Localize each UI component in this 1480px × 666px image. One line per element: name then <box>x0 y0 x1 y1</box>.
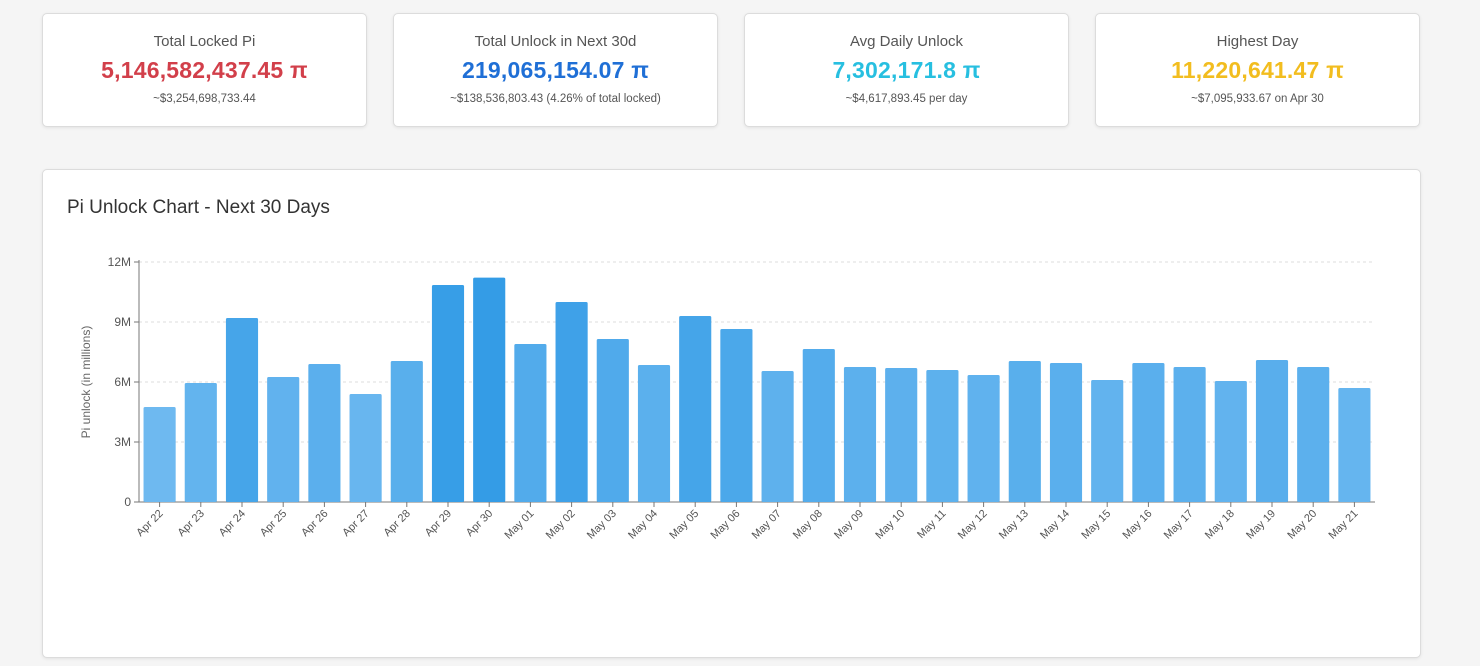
y-axis-label: Pi unlock (in millions) <box>79 326 93 439</box>
stat-label: Avg Daily Unlock <box>849 33 964 50</box>
unlock-bar-chart: 0 3M 6M 9M 12M Pi unlock (in millions) Apr 22 A… <box>79 255 1375 542</box>
bar <box>637 365 671 502</box>
x-tick-label: Apr 22 <box>134 508 165 539</box>
x-tick-label: May 11 <box>915 508 948 541</box>
stat-card-avg-daily-unlock: Avg Daily Unlock 7,302,171.8 π ~$4,617,8… <box>744 13 1069 127</box>
x-tick-label: May 13 <box>997 508 1031 542</box>
x-tick-label: May 14 <box>1038 508 1072 542</box>
bar <box>761 371 794 502</box>
bar <box>720 329 753 502</box>
x-tick-label: May 17 <box>1162 508 1196 542</box>
x-tick-label: May 02 <box>544 508 578 542</box>
bar <box>967 375 1000 502</box>
x-tick-label: May 05 <box>667 508 701 542</box>
bar <box>225 318 259 502</box>
bar <box>1132 363 1165 502</box>
stat-card-total-locked: Total Locked Pi 5,146,582,437.45 π ~$3,2… <box>42 13 367 127</box>
bar <box>1173 367 1206 502</box>
bar <box>349 394 382 502</box>
stat-value: 5,146,582,437.45 π <box>101 57 308 83</box>
stat-value: 11,220,641.47 π <box>1171 57 1344 83</box>
y-tick-label: 6M <box>114 375 131 389</box>
bar <box>1008 361 1041 502</box>
bar <box>143 407 176 502</box>
bar <box>473 277 506 502</box>
stat-subtext: ~$4,617,893.45 per day <box>845 93 968 105</box>
x-tick-label: Apr 24 <box>217 508 248 539</box>
y-tick-label: 0 <box>124 495 131 509</box>
bar <box>843 367 877 502</box>
x-tick-label: May 04 <box>626 508 660 542</box>
stat-label: Highest Day <box>1216 33 1299 50</box>
x-tick-label: Apr 28 <box>382 508 413 539</box>
unlock-chart-panel: Pi Unlock Chart - Next 30 Days 0 3M 6M 9M 12… <box>42 169 1421 658</box>
x-tick-label: May 16 <box>1121 508 1155 542</box>
bar <box>184 383 217 502</box>
x-tick-label: May 09 <box>832 508 866 542</box>
bar <box>1214 381 1247 502</box>
x-tick-label: May 15 <box>1079 508 1113 542</box>
stat-value: 7,302,171.8 π <box>832 57 981 83</box>
stat-subtext: ~$7,095,933.67 on Apr 30 <box>1191 93 1324 105</box>
bar <box>514 344 547 502</box>
x-tick-label: Apr 26 <box>299 508 330 539</box>
x-tick-label: Apr 29 <box>423 508 454 539</box>
bar <box>1338 388 1371 502</box>
stat-subtext: ~$3,254,698,733.44 <box>153 93 256 105</box>
bar <box>555 302 588 502</box>
bar <box>596 339 629 502</box>
x-tick-label: May 10 <box>873 508 907 542</box>
x-tick-label: Apr 27 <box>340 508 371 539</box>
x-tick-label: May 01 <box>503 508 537 542</box>
x-tick-label: May 03 <box>585 508 619 542</box>
y-tick-label: 12M <box>108 255 131 269</box>
x-tick-label: May 08 <box>791 508 825 542</box>
x-tick-label: Apr 25 <box>258 508 289 539</box>
bar <box>1297 367 1330 502</box>
stat-subtext: ~$138,536,803.43 (4.26% of total locked) <box>450 93 661 105</box>
bar <box>802 349 835 502</box>
stat-card-total-unlock-30d: Total Unlock in Next 30d 219,065,154.07 … <box>393 13 718 127</box>
y-tick-label: 9M <box>114 315 131 329</box>
bar <box>267 377 300 502</box>
x-tick-label: May 12 <box>956 508 990 542</box>
x-tick-label: May 21 <box>1327 508 1361 542</box>
bar <box>1091 380 1124 502</box>
x-tick-label: May 20 <box>1285 508 1319 542</box>
bar <box>390 361 423 502</box>
bar <box>885 368 918 502</box>
x-tick-label: May 07 <box>750 508 784 542</box>
bar <box>679 316 712 502</box>
x-tick-label: May 18 <box>1203 508 1237 542</box>
stat-label: Total Locked Pi <box>153 33 256 50</box>
stat-card-highest-day: Highest Day 11,220,641.47 π ~$7,095,933.… <box>1095 13 1420 127</box>
x-tick-label: May 06 <box>709 508 743 542</box>
y-tick-label: 3M <box>114 435 131 449</box>
stat-label: Total Unlock in Next 30d <box>474 33 637 50</box>
bar <box>1049 363 1083 502</box>
bar <box>926 370 959 502</box>
bar <box>1255 360 1289 502</box>
x-tick-label: May 19 <box>1244 508 1278 542</box>
chart-title: Pi Unlock Chart - Next 30 Days <box>67 197 330 218</box>
stat-value: 219,065,154.07 π <box>461 57 650 83</box>
x-tick-label: Apr 23 <box>176 508 207 539</box>
bar <box>308 364 341 502</box>
x-tick-label: Apr 30 <box>464 508 495 539</box>
bar <box>431 285 465 502</box>
